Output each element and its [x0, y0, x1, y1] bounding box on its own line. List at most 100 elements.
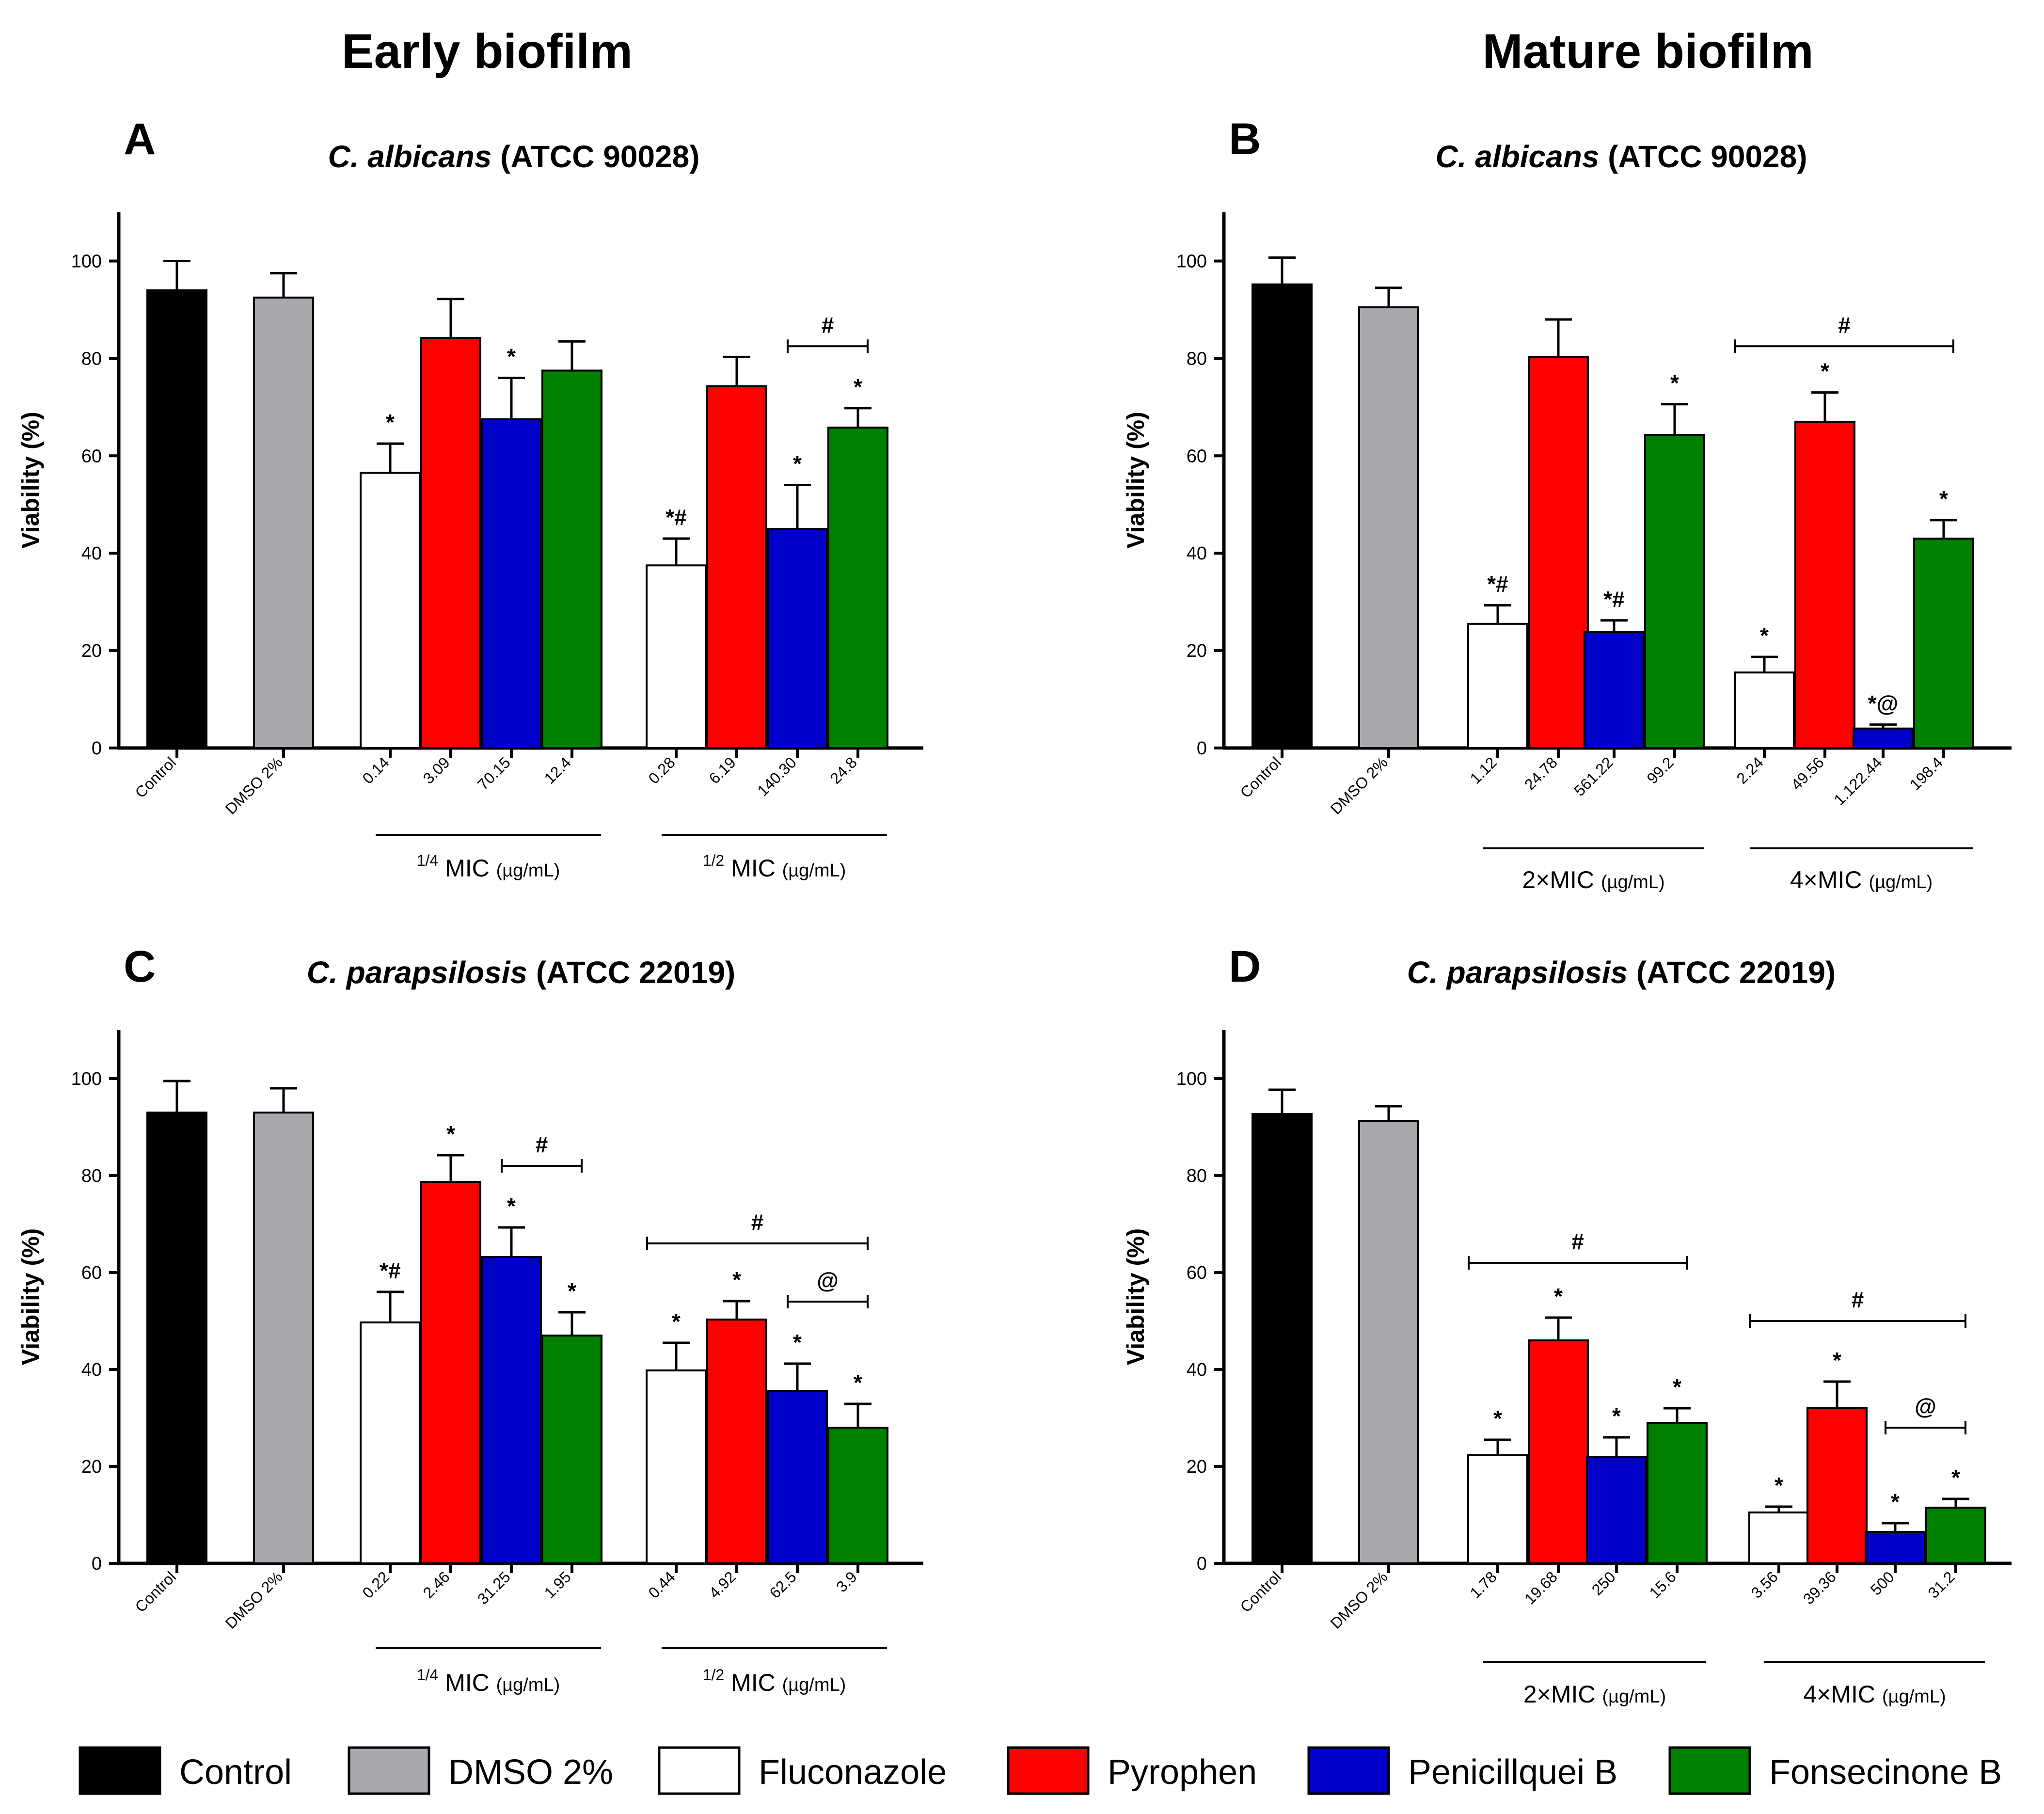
legend-swatch: [1668, 1746, 1751, 1795]
legend-label: Pyrophen: [1108, 1753, 1257, 1792]
x-tick-label: DMSO 2%: [222, 753, 286, 817]
x-tick-label: DMSO 2%: [1327, 1568, 1391, 1632]
x-tick-label: DMSO 2%: [222, 1568, 286, 1632]
y-tick-label: 60: [1187, 1263, 1207, 1283]
chart-panel-c: C C. parapsilosis (ATCC 22019) 0 20 40 60 80 10…: [17, 942, 923, 1696]
x-tick-label: 24.8: [826, 753, 860, 787]
bar-treatment: [767, 1390, 828, 1564]
chart-title-species: C. albicans: [1435, 139, 1599, 174]
legend-label: Fonsecinone B: [1769, 1753, 2002, 1792]
bar-treatment: [1467, 1454, 1528, 1564]
bar-treatment: [1647, 1422, 1708, 1564]
x-tick-label: 0.14: [359, 753, 392, 787]
group-label: 2×MIC (µg/mL): [1523, 1681, 1666, 1708]
y-tick-label: 40: [81, 543, 102, 564]
group-label: 2×MIC (µg/mL): [1522, 866, 1664, 893]
x-tick-label: 62.5: [766, 1568, 799, 1601]
bar-control: [1252, 283, 1313, 749]
comparison-symbol: #: [1571, 1229, 1584, 1254]
legend-swatch: [1307, 1746, 1390, 1795]
group-label-text: MIC: [438, 855, 496, 882]
chart-panel-a: A C. albicans (ATCC 90028) 0 20 40 60 80 100 Via…: [17, 114, 923, 882]
bar-treatment: [1853, 727, 1914, 749]
panel-label-a: A: [124, 114, 156, 164]
bar-control: [1252, 1113, 1313, 1564]
significance-annotation: *: [507, 344, 516, 369]
y-tick-label: 40: [1187, 1360, 1207, 1380]
x-tick-label: 2.46: [419, 1568, 453, 1601]
y-tick-label: 100: [71, 1069, 102, 1089]
group-label-text: MIC: [438, 1669, 496, 1696]
x-tick-label: 70.15: [474, 753, 514, 793]
significance-annotation: *#: [665, 505, 686, 530]
bar-control: [146, 1112, 207, 1564]
group-label-fraction: 1/2: [703, 852, 724, 869]
chart-title-strain: (ATCC 90028): [491, 139, 699, 174]
legend-label: Penicillquei B: [1408, 1753, 1617, 1792]
x-tick-label: 12.4: [540, 753, 574, 787]
group-label-unit: (µg/mL): [1602, 1687, 1666, 1707]
group-label-unit: (µg/mL): [496, 860, 560, 881]
legend-swatch: [658, 1746, 741, 1795]
y-tick-label: 100: [71, 251, 102, 271]
bar-dmso: [253, 296, 314, 749]
y-axis-label: Viability (%): [17, 1228, 44, 1365]
y-tick-label: 40: [81, 1360, 102, 1380]
x-tick-label: 0.28: [645, 753, 678, 787]
legend-label: Control: [179, 1753, 292, 1792]
legend-label: Fluconazole: [759, 1753, 947, 1792]
x-tick-label: 3.56: [1747, 1568, 1781, 1601]
y-tick-label: 80: [81, 349, 102, 369]
y-tick-label: 20: [1187, 641, 1207, 661]
comparison-symbol: #: [1838, 312, 1851, 337]
significance-annotation: *: [1760, 623, 1769, 648]
bar-treatment: [1586, 1456, 1647, 1564]
y-tick-label: 0: [92, 1554, 102, 1574]
panel-label-d: D: [1229, 942, 1261, 991]
bar-treatment: [1528, 356, 1589, 749]
group-label-text: 2×MIC: [1522, 866, 1601, 893]
legend-swatch: [348, 1746, 430, 1795]
legend-swatch: [79, 1746, 161, 1795]
bar-treatment: [481, 1256, 542, 1564]
x-tick-label: 19.68: [1521, 1568, 1561, 1607]
group-label: 1/4 MIC (µg/mL): [417, 1666, 560, 1696]
significance-annotation: *: [854, 1370, 862, 1395]
bar-treatment: [1584, 631, 1645, 749]
x-tick-label: 49.56: [1788, 753, 1827, 793]
x-tick-label: 561.22: [1570, 753, 1616, 799]
comparison-symbol: @: [817, 1268, 839, 1293]
group-label-fraction: 1/2: [703, 1666, 724, 1684]
bar-treatment: [767, 527, 828, 749]
significance-annotation: *: [446, 1121, 455, 1146]
bar-dmso: [1358, 1120, 1419, 1564]
significance-annotation: *: [1939, 486, 1948, 511]
y-tick-label: 20: [81, 1457, 102, 1477]
bar-treatment: [481, 418, 542, 749]
significance-annotation: *: [1554, 1284, 1563, 1309]
bar-treatment: [1913, 538, 1974, 749]
group-label-text: 4×MIC: [1790, 866, 1869, 893]
significance-annotation: *: [1673, 1374, 1681, 1400]
bar-treatment: [1865, 1531, 1926, 1564]
significance-annotation: *: [1951, 1465, 1960, 1490]
x-tick-label: 2.24: [1733, 753, 1766, 787]
y-tick-label: 80: [1187, 349, 1207, 369]
bar-treatment: [1644, 434, 1705, 749]
significance-annotation: *: [1821, 359, 1829, 384]
group-label-unit: (µg/mL): [782, 1675, 846, 1695]
y-tick-label: 20: [1187, 1457, 1207, 1477]
x-tick-label: DMSO 2%: [1327, 753, 1391, 817]
significance-annotation: *#: [1603, 587, 1624, 612]
x-tick-label: 1.12: [1466, 753, 1500, 787]
x-tick-label: 31.25: [474, 1568, 514, 1607]
bar-treatment: [706, 385, 767, 749]
x-tick-label: 39.36: [1800, 1568, 1839, 1607]
bar-dmso: [1358, 306, 1419, 749]
chart-title-species: C. albicans: [328, 139, 491, 174]
legend-label: DMSO 2%: [448, 1753, 613, 1792]
bar-treatment: [706, 1319, 767, 1564]
significance-annotation: *: [1612, 1403, 1621, 1429]
bar-treatment: [1734, 671, 1795, 749]
